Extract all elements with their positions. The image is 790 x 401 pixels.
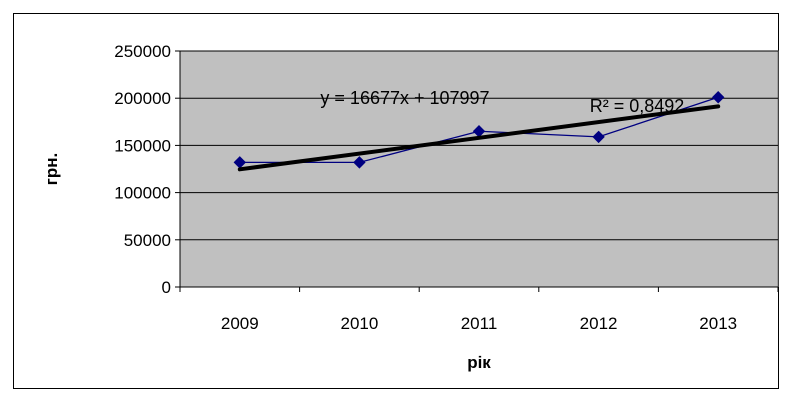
trendline-equation: y = 16677x + 107997 xyxy=(320,88,489,108)
trendline-group xyxy=(237,104,721,172)
y-tick-label: 150000 xyxy=(114,136,171,155)
x-tick-label: 2013 xyxy=(699,314,737,333)
x-tick-label: 2009 xyxy=(221,314,259,333)
x-tick-label: 2012 xyxy=(580,314,618,333)
y-tick-label: 50000 xyxy=(124,231,171,250)
plot-area xyxy=(179,50,779,288)
axes xyxy=(175,50,779,292)
y-tick-label: 250000 xyxy=(114,42,171,61)
data-point-marker xyxy=(353,156,366,169)
x-tick-label: 2010 xyxy=(340,314,378,333)
trendline xyxy=(237,104,721,172)
grid xyxy=(180,50,778,241)
y-tick-labels: 0 50000 100000 150000 200000 250000 xyxy=(114,42,171,297)
series xyxy=(233,91,725,169)
x-tick-labels: 2009 2010 2011 2012 2013 xyxy=(221,314,737,333)
x-axis-label: рік xyxy=(467,353,491,372)
y-tick-label: 100000 xyxy=(114,184,171,203)
y-tick-label: 0 xyxy=(162,278,171,297)
y-tick-label: 200000 xyxy=(114,89,171,108)
y-axis-label: грн. xyxy=(42,153,61,185)
data-point-marker xyxy=(711,91,725,104)
trendline-r-squared: R² = 0,8492 xyxy=(590,96,685,116)
x-tick-label: 2011 xyxy=(461,314,498,333)
data-point-marker xyxy=(592,130,605,144)
